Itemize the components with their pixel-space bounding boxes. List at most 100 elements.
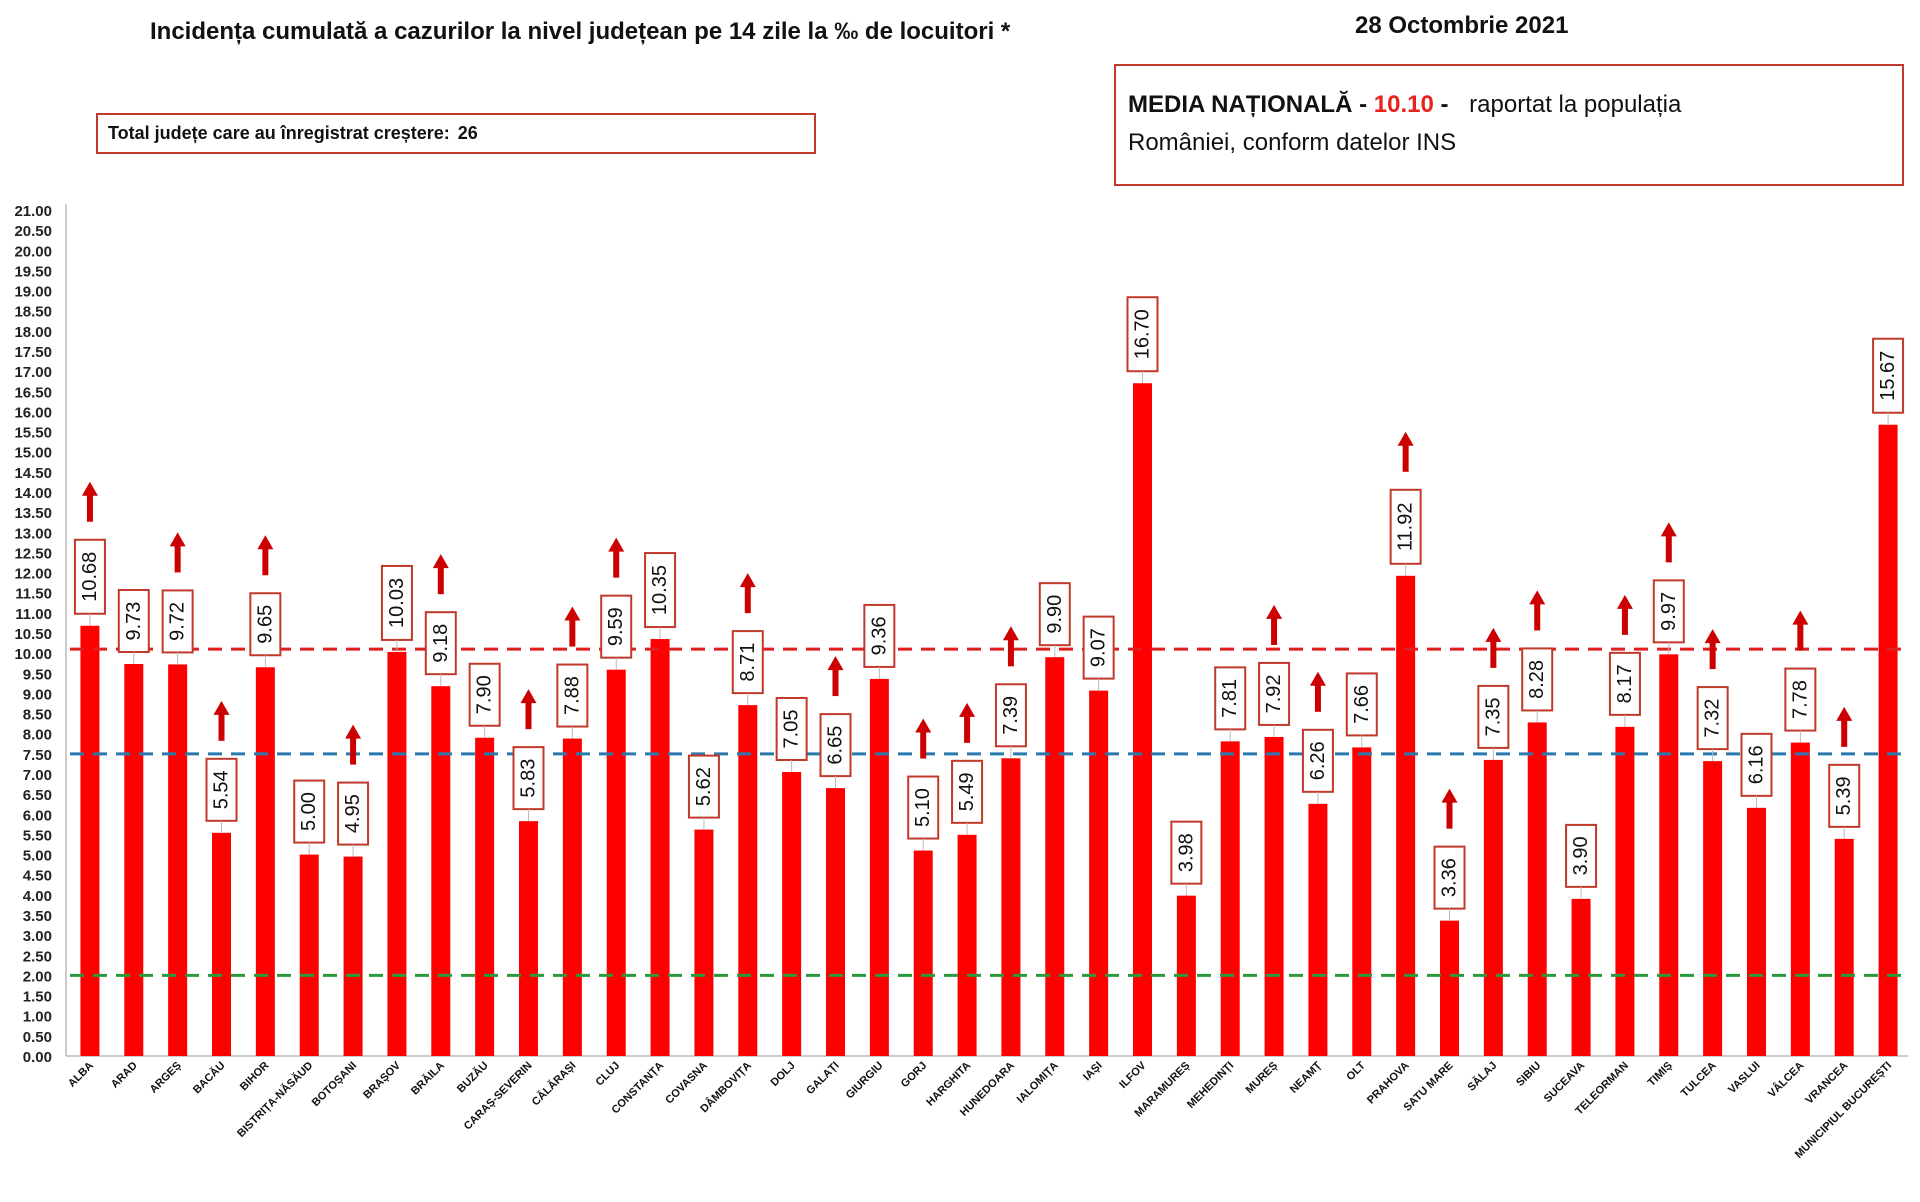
value-label-box — [73, 538, 106, 615]
category-label: TIMIȘ — [1646, 1060, 1675, 1089]
increase-arrow-shaft — [1446, 800, 1453, 829]
increase-arrow-head — [1002, 626, 1019, 641]
bar — [826, 788, 845, 1056]
increase-arrow-shaft — [1621, 606, 1628, 635]
value-label-box — [1828, 763, 1861, 828]
value-label: 5.62 — [693, 767, 715, 806]
category-label: ARAD — [109, 1060, 140, 1091]
y-tick-label: 7.50 — [23, 747, 52, 764]
bar — [431, 686, 451, 1056]
category-label: GALAȚI — [804, 1060, 841, 1097]
bar — [1527, 722, 1547, 1056]
bar — [694, 829, 714, 1056]
bar — [1352, 747, 1372, 1056]
bar — [475, 737, 495, 1056]
category-label: ARGEȘ — [148, 1060, 184, 1096]
bar — [1878, 424, 1898, 1056]
category-label: OLT — [1344, 1059, 1368, 1083]
value-label-box — [687, 754, 720, 819]
category-label: GORJ — [899, 1060, 930, 1091]
value-label: 3.36 — [1439, 858, 1461, 897]
value-label: 9.97 — [1658, 592, 1680, 631]
bar — [1264, 736, 1284, 1056]
y-tick-label: 6.00 — [23, 807, 52, 824]
increase-arrow-head — [1529, 590, 1546, 605]
y-tick-label: 2.00 — [23, 968, 52, 985]
increase-arrow-head — [432, 554, 449, 569]
bar — [1483, 759, 1503, 1056]
y-tick-label: 5.50 — [23, 827, 52, 844]
value-label: 9.65 — [254, 605, 276, 644]
value-label: 3.90 — [1570, 836, 1592, 875]
value-label: 7.88 — [561, 676, 583, 715]
value-label-box — [1740, 732, 1773, 797]
y-tick-label: 8.50 — [23, 707, 52, 724]
national-average-text-line2: României, conform datelor INS — [1128, 129, 1457, 156]
increase-arrow-shaft — [1797, 622, 1804, 651]
bar — [782, 771, 802, 1056]
category-label: IAȘI — [1081, 1060, 1105, 1084]
bar — [1089, 690, 1109, 1056]
y-tick-label: 17.00 — [14, 364, 52, 381]
value-label-box — [1214, 666, 1247, 731]
value-label: 5.10 — [912, 788, 934, 827]
national-average-label: MEDIA NAȚIONALĂ - — [1128, 91, 1368, 118]
value-label: 5.83 — [518, 759, 540, 798]
category-label: VASLUI — [1726, 1060, 1762, 1096]
increase-arrow-head — [1441, 788, 1458, 803]
increase-arrow-shaft — [218, 712, 225, 741]
value-label: 6.65 — [825, 726, 847, 765]
category-label: CLUJ — [594, 1060, 623, 1089]
value-label-box — [293, 779, 326, 844]
category-label: CĂLĂRAȘI — [529, 1059, 578, 1108]
bar — [1571, 898, 1591, 1056]
y-tick-label: 7.00 — [23, 767, 52, 784]
value-label-box — [1126, 296, 1159, 373]
y-tick-label: 21.00 — [14, 203, 52, 220]
bar — [1834, 838, 1854, 1056]
value-label: 10.03 — [386, 578, 408, 628]
value-label-box — [424, 611, 457, 676]
y-tick-label: 16.50 — [14, 384, 52, 401]
category-label: BRĂILA — [408, 1059, 447, 1098]
increase-arrow-shaft — [437, 566, 444, 595]
y-tick-label: 12.50 — [14, 545, 52, 562]
category-label: GIURGIU — [844, 1060, 886, 1102]
value-label: 5.00 — [298, 792, 320, 831]
bar — [1308, 803, 1328, 1056]
value-label: 7.39 — [1000, 696, 1022, 735]
y-tick-label: 20.50 — [14, 223, 52, 240]
category-label: MEHEDINȚI — [1185, 1060, 1236, 1111]
bar — [80, 625, 100, 1056]
category-label: SĂLAJ — [1465, 1059, 1500, 1094]
value-label-box — [1696, 686, 1729, 751]
increase-arrow-shaft — [262, 547, 269, 576]
increase-count-label: Total județe care au înregistrat creșter… — [108, 123, 450, 143]
value-label-box — [644, 552, 677, 629]
y-tick-label: 2.50 — [23, 948, 52, 965]
bar — [1001, 758, 1021, 1056]
y-tick-label: 13.00 — [14, 525, 52, 542]
bar — [650, 639, 670, 1056]
bar — [1133, 383, 1152, 1056]
value-label: 6.26 — [1307, 741, 1329, 780]
value-label: 15.67 — [1877, 351, 1899, 401]
increase-arrow-shaft — [1314, 683, 1321, 712]
value-label-box — [863, 603, 896, 668]
increase-arrow-head — [1485, 627, 1502, 642]
value-label-box — [600, 594, 633, 659]
category-label: COVASNA — [663, 1060, 710, 1107]
national-average-value: 10.10 — [1373, 91, 1434, 118]
value-label: 9.59 — [605, 607, 627, 646]
increase-count-box: Total județe care au înregistrat creșter… — [96, 113, 816, 154]
category-label: DOLJ — [769, 1060, 798, 1089]
y-tick-label: 4.00 — [23, 888, 52, 905]
bar — [1045, 657, 1065, 1056]
bar — [562, 738, 582, 1056]
value-label-box — [380, 564, 413, 641]
value-label: 9.90 — [1044, 595, 1066, 634]
increase-arrow-head — [1836, 706, 1853, 721]
y-tick-label: 15.50 — [14, 425, 52, 442]
increase-arrow-head — [1616, 594, 1633, 609]
